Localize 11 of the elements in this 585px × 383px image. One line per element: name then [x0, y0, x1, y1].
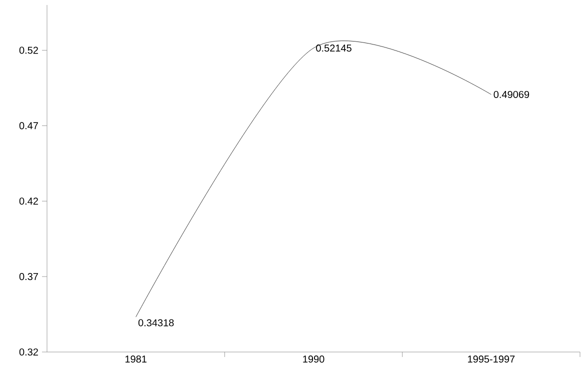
x-tick-label: 1981 — [125, 356, 146, 363]
data-label: 0.49069 — [494, 90, 530, 98]
y-tick-label: 0.37 — [19, 273, 38, 280]
x-tick-label: 1990 — [303, 356, 324, 363]
y-tick-label: 0.42 — [19, 198, 38, 205]
data-label: 0.34318 — [138, 319, 174, 326]
y-tick-label: 0.52 — [19, 46, 38, 54]
x-tick-label: 1995-1997 — [468, 356, 515, 363]
y-tick-label: 0.32 — [19, 348, 38, 356]
data-label: 0.52145 — [316, 44, 352, 52]
y-tick-label: 0.47 — [19, 122, 38, 130]
